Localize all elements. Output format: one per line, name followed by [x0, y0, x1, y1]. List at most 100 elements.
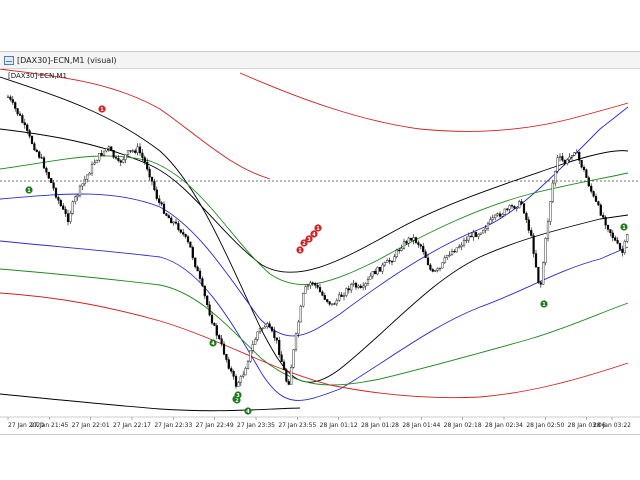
svg-text:4: 4 [246, 409, 250, 415]
candle [297, 319, 300, 338]
candle [138, 143, 142, 156]
svg-text:1: 1 [316, 226, 320, 232]
candle [6, 94, 10, 98]
chart-window[interactable]: [DAX30]-ECN,M1 (visual) 11234114123411 2… [0, 51, 640, 435]
candle [534, 249, 538, 268]
band-line-3 [0, 106, 629, 337]
candle [506, 207, 509, 212]
candle [578, 151, 581, 165]
candle [563, 159, 566, 166]
candle [602, 212, 605, 219]
candle [263, 324, 266, 329]
candle [290, 364, 293, 385]
svg-text:1: 1 [298, 248, 302, 254]
candle [21, 113, 24, 124]
x-tick-label: 28 Jan 02:34 [485, 422, 523, 429]
candle [52, 180, 55, 191]
buy-signal-marker[interactable]: 3 [234, 391, 242, 399]
candle [275, 337, 278, 344]
buy-signal-marker[interactable]: 1 [620, 223, 628, 231]
candle [218, 333, 221, 340]
buy-signal-marker[interactable]: 4 [244, 407, 252, 415]
candle [246, 359, 250, 370]
candle [71, 200, 74, 215]
sell-signal-marker[interactable]: 3 [305, 235, 313, 243]
candle [352, 279, 355, 287]
candle [40, 153, 43, 159]
sell-signal-marker[interactable]: 1 [98, 105, 106, 113]
candle [282, 359, 286, 371]
chart-symbol-label: [DAX30]-ECN,M1 [8, 72, 68, 80]
candle [549, 200, 552, 226]
candle [378, 266, 382, 272]
candle [450, 248, 454, 256]
candle [594, 193, 598, 203]
candle [182, 228, 185, 237]
candle [28, 128, 31, 139]
candle [597, 200, 600, 207]
candle [155, 186, 158, 201]
candle [239, 374, 242, 387]
x-tick-label: 28 Jan 01:44 [402, 422, 440, 429]
candle [119, 159, 122, 167]
sell-signal-marker[interactable]: 2 [300, 239, 308, 247]
candle [326, 299, 329, 304]
candle [407, 236, 410, 247]
candle [126, 150, 130, 156]
candle [489, 216, 492, 225]
candle [215, 323, 218, 340]
candle [273, 327, 276, 342]
candle [434, 269, 437, 272]
sell-signal-marker[interactable]: 1 [296, 246, 304, 254]
candle [318, 283, 322, 293]
chart-titlebar[interactable]: [DAX30]-ECN,M1 (visual) [0, 52, 640, 69]
buy-signal-marker[interactable]: 1 [540, 300, 548, 308]
candle [604, 215, 607, 230]
candle [494, 214, 497, 221]
candle [530, 227, 533, 237]
candle [270, 325, 274, 333]
candle [446, 255, 449, 260]
candle [292, 349, 295, 369]
candle [429, 263, 432, 272]
buy-signal-marker[interactable]: 4 [209, 339, 217, 347]
candle [369, 272, 372, 280]
candle [45, 166, 48, 176]
x-tick-label: 27 Jan 22:33 [154, 422, 192, 429]
candle [448, 251, 451, 258]
candle [100, 149, 103, 156]
candle [93, 159, 96, 166]
candle [59, 198, 62, 207]
band-line-4 [0, 240, 629, 401]
candle [515, 207, 518, 212]
candle [582, 164, 586, 172]
candle [520, 198, 523, 206]
candle [54, 187, 58, 200]
candle [626, 233, 629, 244]
candle [575, 149, 578, 154]
candle [614, 235, 617, 242]
candle [107, 145, 110, 152]
candle [364, 282, 367, 290]
candle [143, 155, 146, 165]
buy-signal-marker[interactable]: 1 [25, 186, 33, 194]
sell-signal-marker[interactable]: 4 [310, 230, 318, 238]
candle [366, 276, 370, 286]
candle [189, 241, 192, 248]
candle [546, 218, 550, 242]
candle [14, 101, 17, 112]
candle [124, 154, 127, 164]
candle [580, 159, 583, 169]
candle [390, 260, 394, 266]
candle [153, 178, 156, 192]
candle [222, 341, 226, 356]
x-tick-label: 27 Jan 22:17 [113, 422, 151, 429]
candle [503, 208, 506, 215]
sell-signal-marker[interactable]: 1 [314, 224, 322, 232]
svg-text:2: 2 [235, 398, 239, 404]
candle [398, 247, 401, 254]
candle [472, 229, 475, 241]
x-tick-label: 28 Jan 02:50 [526, 422, 564, 429]
